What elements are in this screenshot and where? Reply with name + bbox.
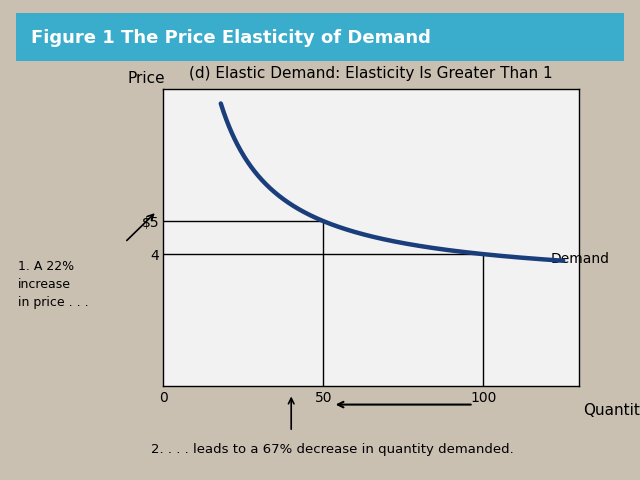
Text: Price: Price: [128, 71, 166, 86]
Text: 2. . . . leads to a 67% decrease in quantity demanded.: 2. . . . leads to a 67% decrease in quan…: [152, 443, 514, 456]
Text: Quantity: Quantity: [584, 403, 640, 418]
Text: 1. A 22%
increase
in price . . .: 1. A 22% increase in price . . .: [19, 260, 89, 309]
Text: Figure 1 The Price Elasticity of Demand: Figure 1 The Price Elasticity of Demand: [31, 29, 431, 48]
FancyBboxPatch shape: [0, 12, 640, 63]
Text: Demand: Demand: [550, 252, 609, 266]
Title: (d) Elastic Demand: Elasticity Is Greater Than 1: (d) Elastic Demand: Elasticity Is Greate…: [189, 66, 553, 81]
